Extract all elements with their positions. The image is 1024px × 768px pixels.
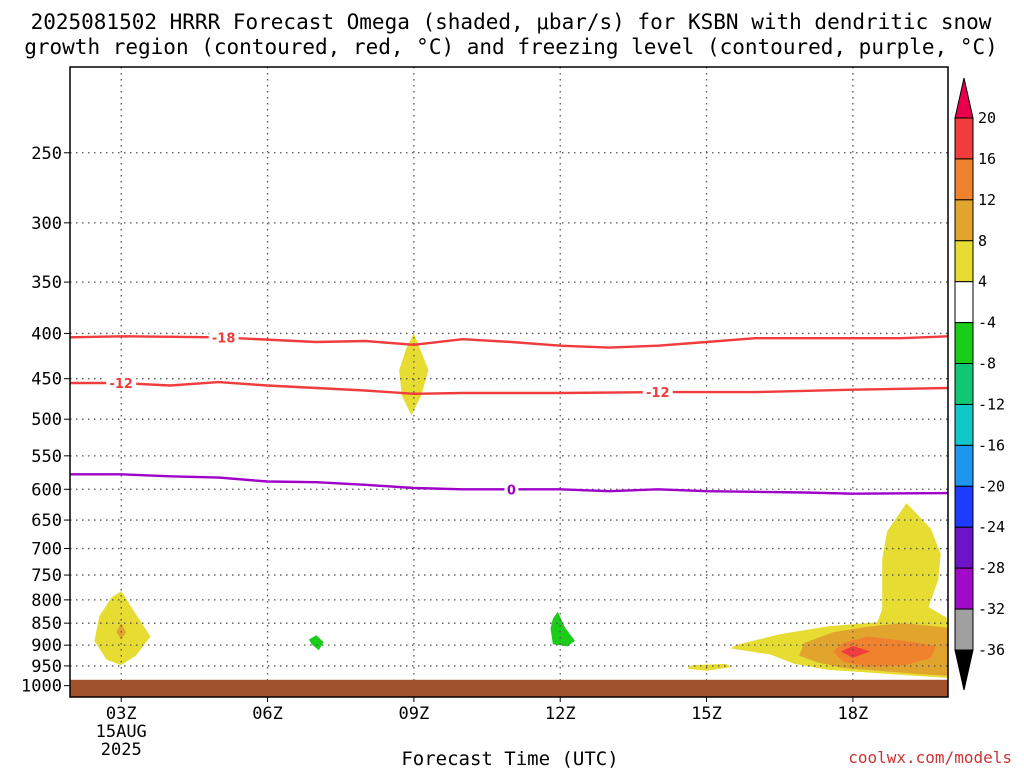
colorbar-label-3: 8 (978, 232, 987, 250)
contour-label-bg-1-1 (642, 384, 673, 401)
contour-line-0 (69, 335, 949, 349)
colorbar-label-6: -8 (978, 355, 996, 373)
x-tick-label-03Z: 03Z (106, 704, 137, 724)
x-tick-label-12Z: 12Z (545, 704, 576, 724)
colorbar-label-4: 4 (978, 273, 987, 291)
y-tick-label-300: 300 (31, 214, 62, 234)
y-tick-label-350: 350 (31, 273, 62, 293)
colorbar-label-0: 20 (978, 109, 996, 127)
colorbar-top-arrow (954, 77, 974, 119)
contour-label-1-0: -12 (109, 377, 133, 392)
colorbar-segment-1 (954, 158, 974, 201)
colorbar-label-7: -12 (978, 395, 1005, 413)
colorbar-label-9: -20 (978, 477, 1005, 495)
colorbar-label-1: 16 (978, 150, 996, 168)
colorbar-label-8: -16 (978, 436, 1005, 454)
colorbar-segment-4 (954, 281, 974, 324)
colorbar-label-11: -28 (978, 559, 1005, 577)
y-tick-label-850: 850 (31, 614, 62, 634)
y-tick-label-450: 450 (31, 370, 62, 390)
chart-title-line-2: growth region (contoured, red, °C) and f… (24, 35, 998, 59)
y-tick-label-900: 900 (31, 636, 62, 656)
omega-region-4 (550, 611, 575, 647)
x-tick-label-06Z: 06Z (252, 704, 283, 724)
chart-title-line-1: 2025081502 HRRR Forecast Omega (shaded, … (31, 10, 992, 34)
colorbar-segment-10 (954, 526, 974, 569)
contour-label-0-0: -18 (212, 331, 236, 346)
contour-line-1 (70, 380, 949, 395)
y-tick-label-650: 650 (31, 511, 62, 531)
colorbar-segment-12 (954, 608, 974, 651)
plot-frame (69, 66, 949, 698)
colorbar-segment-8 (954, 444, 974, 487)
y-axis: 2503003504004505005506006507007508008509… (21, 144, 70, 697)
y-tick-label-1000: 1000 (21, 677, 62, 697)
y-tick-label-950: 950 (31, 657, 62, 677)
x-tick-label-15Z: 15Z (691, 704, 722, 724)
x-tick-label-18Z: 18Z (838, 704, 869, 724)
x-axis-title: Forecast Time (UTC) (401, 748, 618, 768)
omega-region-3 (309, 635, 324, 651)
omega-colorbar: 20 16 12 8 4 -4 -8 -12 -16 -20 -24 -28 -32 -36 (954, 77, 1005, 691)
colorbar-segment-9 (954, 485, 974, 528)
colorbar-segment-7 (954, 403, 974, 446)
contour-label-bg-2-0 (504, 481, 519, 498)
y-tick-label-600: 600 (31, 480, 62, 500)
colorbar-label-13: -36 (978, 641, 1005, 659)
plot-area: -18 -12 -12 0 (69, 66, 949, 698)
colorbar-segment-0 (954, 117, 974, 160)
contour-label-bg-1-0 (106, 374, 137, 391)
x-tick-year: 2025 (101, 740, 142, 760)
y-tick-label-500: 500 (31, 410, 62, 430)
y-tick-label-800: 800 (31, 591, 62, 611)
colorbar-bottom-arrow (954, 649, 974, 691)
contour-label-2-0: 0 (507, 483, 516, 498)
colorbar-segment-2 (954, 199, 974, 242)
ground-surface (70, 679, 948, 697)
y-tick-label-700: 700 (31, 540, 62, 560)
contours: -18 -12 -12 0 (69, 329, 949, 498)
contour-label-1-1: -12 (646, 386, 670, 401)
colorbar-segment-6 (954, 363, 974, 405)
contour-line-2 (70, 473, 949, 495)
x-tick-label-09Z: 09Z (399, 704, 430, 724)
colorbar-label-12: -32 (978, 600, 1005, 618)
site-credit: coolwx.com/models (848, 748, 1012, 767)
contour-label-bg-0-0 (208, 329, 239, 346)
omega-region-5 (687, 663, 731, 671)
gridlines (70, 67, 948, 680)
y-tick-label-750: 750 (31, 566, 62, 586)
colorbar-segment-5 (954, 322, 974, 365)
colorbar-segment-11 (954, 567, 974, 610)
x-tick-date: 15AUG (96, 722, 147, 742)
y-tick-label-250: 250 (31, 144, 62, 164)
plot-background (70, 67, 948, 697)
omega-shading (94, 333, 948, 678)
colorbar-label-2: 12 (978, 191, 996, 209)
omega-region-8 (833, 636, 936, 667)
colorbar-label-5: -4 (978, 314, 996, 332)
colorbar-label-10: -24 (978, 518, 1005, 536)
omega-region-9 (840, 646, 870, 658)
colorbar-segment-3 (954, 240, 974, 283)
y-tick-label-550: 550 (31, 447, 62, 467)
y-tick-label-400: 400 (31, 324, 62, 344)
